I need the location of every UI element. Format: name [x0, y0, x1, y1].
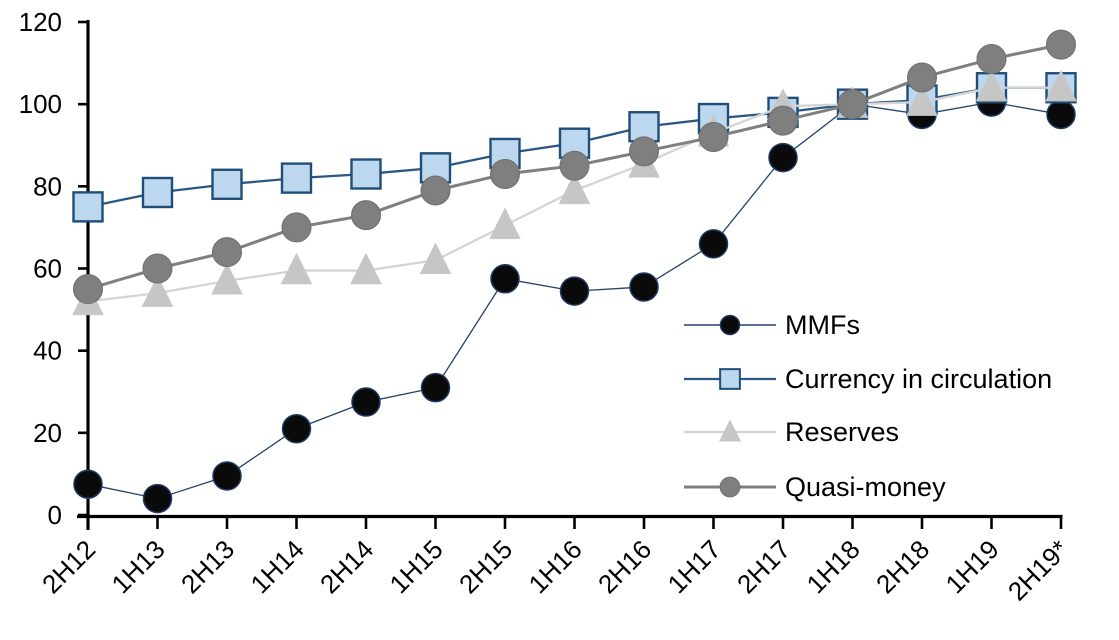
quasi-money-marker [559, 150, 590, 181]
mmfs-marker [420, 372, 451, 403]
quasi-money-marker [629, 136, 659, 167]
quasi-money-marker [976, 43, 1007, 74]
quasi-money-marker [768, 105, 798, 136]
y-tick-label: 0 [48, 500, 62, 530]
quasi-money-marker [907, 62, 937, 93]
mmfs-marker [142, 483, 173, 514]
mmfs-marker [212, 461, 242, 491]
quasi-money-marker [73, 274, 103, 305]
reserves-marker [1045, 69, 1077, 102]
quasi-money-marker [1046, 29, 1076, 60]
currency-in-circulation-marker [350, 158, 382, 190]
quasi-money-marker [212, 237, 242, 268]
reserves-marker [558, 172, 591, 205]
legend-quasi-money-marker [719, 476, 741, 498]
x-tick-label: 2H13 [175, 534, 240, 599]
currency-in-circulation-marker [280, 162, 313, 194]
x-tick-label: 2H18 [870, 534, 935, 599]
x-tick-label: 2H19* [1002, 534, 1074, 606]
mmfs-marker [351, 387, 381, 417]
legend-reserves-marker [718, 419, 742, 442]
mmfs-marker [73, 469, 103, 499]
legend-label: Currency in circulation [785, 364, 1052, 394]
x-tick-label: 1H15 [384, 534, 449, 599]
x-tick-label: 1H16 [523, 534, 588, 599]
legend-item-mmfs: MMFs [684, 310, 860, 340]
quasi-money-marker [490, 159, 520, 190]
quasi-money-marker [420, 175, 451, 206]
legend-label: Reserves [785, 417, 899, 447]
mmfs-marker [768, 142, 798, 173]
reserves-marker [350, 252, 382, 285]
currency-in-circulation-marker [211, 168, 243, 200]
y-tick-label: 20 [33, 418, 62, 448]
y-tick-label: 60 [33, 254, 62, 284]
mmfs-marker [559, 276, 590, 306]
legend-label: Quasi-money [785, 472, 946, 502]
x-axis: 2H12 1H13 2H13 1H14 2H14 1H15 2H15 1H16 2H16 1H17… [36, 514, 1074, 606]
x-tick-label: 2H17 [731, 534, 796, 599]
quasi-money-marker [281, 212, 312, 243]
currency-in-circulation-marker [72, 191, 104, 223]
reserves-marker [141, 275, 174, 307]
x-tick-label: 1H19 [940, 534, 1005, 599]
mmfs-marker [281, 413, 312, 444]
legend-label: MMFs [785, 310, 860, 340]
y-axis: 0 20 40 60 80 100 120 [19, 7, 90, 530]
x-tick-label: 2H12 [36, 534, 101, 599]
mmfs-marker [490, 264, 520, 294]
quasi-money-marker [837, 89, 868, 120]
legend-item-reserves: Reserves [684, 417, 899, 447]
series-quasi-money [73, 29, 1076, 305]
mmfs-marker [629, 272, 659, 302]
x-tick-label: 2H15 [453, 534, 518, 599]
legend-currency-in-circulation-marker [719, 368, 741, 390]
reserves-marker [975, 69, 1008, 102]
y-tick-label: 40 [33, 336, 62, 366]
series-mmfs [73, 87, 1076, 514]
legend-mmfs-marker [719, 314, 741, 336]
reserves-marker [419, 242, 452, 274]
quasi-money-marker [351, 200, 381, 231]
reserves-marker [280, 252, 313, 285]
legend-item-quasi-money: Quasi-money [684, 472, 946, 502]
currency-in-circulation-marker [141, 176, 174, 209]
x-tick-label: 1H17 [662, 534, 727, 599]
legend: MMFs Currency in circulation Reserves Quasi… [684, 310, 1052, 502]
legend-item-currency-in-circulation: Currency in circulation [684, 364, 1052, 394]
mmfs-marker [1046, 99, 1076, 130]
reserves-marker [489, 207, 521, 240]
reserves-marker [906, 84, 938, 116]
x-tick-label: 1H13 [106, 534, 171, 599]
x-tick-label: 2H16 [592, 534, 657, 599]
y-tick-label: 100 [19, 89, 62, 119]
y-tick-label: 80 [33, 171, 62, 201]
quasi-money-marker [142, 253, 173, 284]
x-tick-label: 1H14 [245, 534, 310, 599]
quasi-money-marker [698, 122, 729, 153]
y-tick-label: 120 [19, 7, 62, 37]
x-tick-label: 2H14 [314, 534, 379, 599]
reserves-marker [211, 262, 243, 295]
mmfs-marker [698, 229, 729, 259]
x-tick-label: 1H18 [801, 534, 866, 599]
